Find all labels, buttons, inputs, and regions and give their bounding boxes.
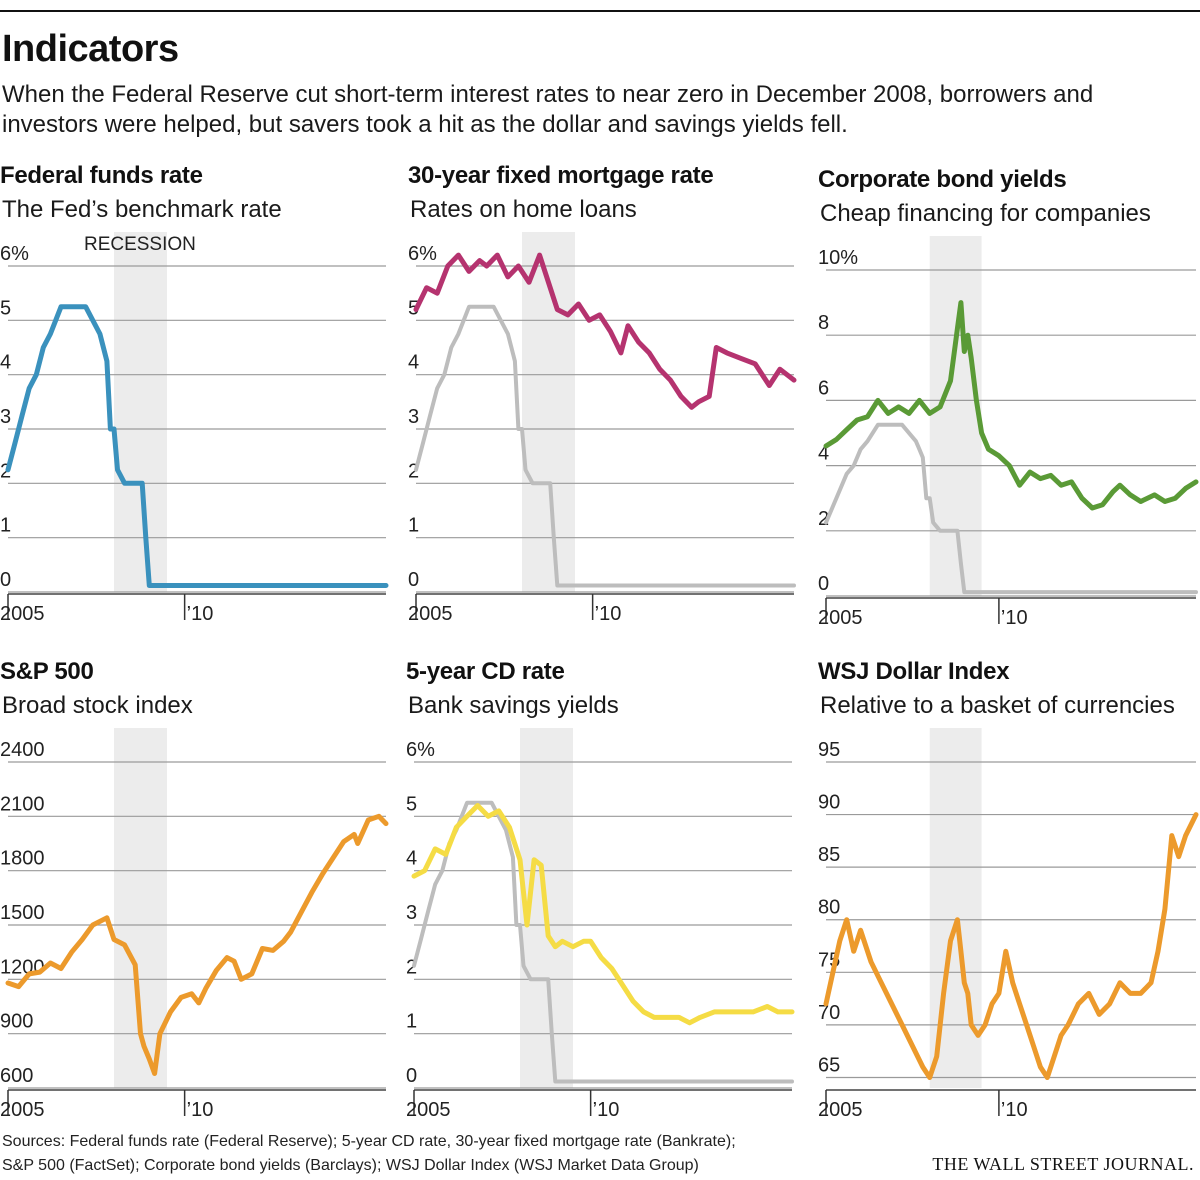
chart-subtitle: Bank savings yields [408, 692, 619, 719]
y-tick-label: 95 [818, 739, 840, 761]
chart-title: Federal funds rate [0, 162, 203, 189]
y-tick-label: 8 [818, 312, 829, 334]
chart-subtitle: Rates on home loans [410, 196, 637, 223]
x-tick-label: ’10 [187, 1099, 214, 1121]
sources-note: Sources: Federal funds rate (Federal Res… [2, 1130, 736, 1178]
wsj-logo: THE WALL STREET JOURNAL. [932, 1154, 1194, 1174]
y-tick-label: 6 [818, 377, 829, 399]
y-tick-label: 6% [406, 739, 435, 761]
headline: Indicators [2, 28, 179, 70]
chart-title: 30-year fixed mortgage rate [408, 162, 714, 189]
reference-line [824, 422, 1198, 595]
y-tick-label: 5 [408, 297, 419, 319]
chart-title: WSJ Dollar Index [818, 658, 1010, 685]
panel-mortgage: 30-year fixed mortgage rate Rates on hom… [408, 162, 798, 652]
x-tick-label: ’10 [1001, 607, 1028, 629]
y-tick-label: 1 [408, 515, 419, 537]
y-tick-label: 0 [406, 1065, 417, 1087]
reference-line [414, 304, 796, 588]
y-tick-label: 70 [818, 1002, 840, 1024]
y-tick-label: 10% [818, 247, 858, 269]
y-tick-label: 600 [0, 1065, 33, 1087]
y-tick-label: 2 [818, 508, 829, 530]
chart-title: S&P 500 [0, 658, 94, 685]
panel-federal-funds: Federal funds rate The Fed’s benchmark r… [0, 162, 390, 652]
y-tick-label: 2400 [0, 739, 45, 761]
y-tick-label: 3 [0, 406, 11, 428]
y-tick-label: 1200 [0, 956, 45, 978]
panel-cd-rate: 5-year CD rate Bank savings yields 6% 5 4 3… [406, 658, 796, 1148]
y-tick-label: 3 [406, 902, 417, 924]
series-line [823, 300, 1199, 511]
series-line [823, 812, 1199, 1080]
recession-band [521, 232, 575, 592]
x-tick-label: ’10 [595, 603, 622, 625]
y-tick-label: 5 [0, 297, 11, 319]
chart-subtitle: Broad stock index [2, 692, 193, 719]
y-tick-label: 4 [818, 443, 829, 465]
x-tick-label: 2005 [406, 1099, 451, 1121]
y-tick-label: 80 [818, 897, 840, 919]
panel-corporate-bonds: Corporate bond yields Cheap financing fo… [818, 166, 1200, 656]
chart-title: 5-year CD rate [406, 658, 565, 685]
panel-sp500: S&P 500 Broad stock index 2400 2100 1800 15… [0, 658, 390, 1148]
y-tick-label: 2100 [0, 793, 45, 815]
y-tick-label: 2 [406, 956, 417, 978]
y-tick-label: 1500 [0, 902, 45, 924]
y-tick-label: 1800 [0, 848, 45, 870]
x-tick-label: ’10 [593, 1099, 620, 1121]
y-tick-label: 6% [0, 243, 29, 265]
cd-rate-chart: 6% 5 4 3 2 1 0 2005 ’10 [406, 728, 795, 1121]
federal-funds-chart: RECESSION 6% 5 4 3 2 1 0 2005 ’10 [0, 232, 389, 625]
x-tick-label: 2005 [408, 603, 453, 625]
x-tick-label: ’10 [187, 603, 214, 625]
chart-subtitle: Cheap financing for companies [820, 200, 1151, 227]
series-line [5, 813, 389, 1076]
y-tick-label: 900 [0, 1011, 33, 1033]
dek: When the Federal Reserve cut short-term … [2, 81, 1094, 138]
recession-band [929, 236, 982, 596]
y-tick-label: 6% [408, 243, 437, 265]
recession-label: RECESSION [84, 234, 196, 255]
mortgage-chart: 6% 5 4 3 2 1 0 2005 ’10 [408, 232, 797, 625]
y-tick-label: 2 [0, 460, 11, 482]
series-line [411, 803, 795, 1026]
y-tick-label: 3 [408, 406, 419, 428]
y-tick-label: 4 [0, 352, 11, 374]
series-line [413, 252, 797, 410]
reference-line [412, 800, 794, 1084]
y-tick-label: 0 [0, 569, 11, 591]
corporate-bond-chart: 10% 8 6 4 2 0 2005 ’10 [818, 236, 1199, 629]
x-tick-label: 2005 [0, 603, 45, 625]
sp500-chart: 2400 2100 1800 1500 1200 900 600 2005 ’10 [0, 728, 389, 1121]
sources-line: S&P 500 (FactSet); Corporate bond yields… [2, 1157, 699, 1174]
y-tick-label: 65 [818, 1054, 840, 1076]
chart-title: Corporate bond yields [818, 166, 1067, 193]
y-tick-label: 85 [818, 844, 840, 866]
y-tick-label: 0 [818, 573, 829, 595]
x-tick-label: 2005 [0, 1099, 45, 1121]
x-tick-label: ’10 [1001, 1099, 1028, 1121]
y-tick-label: 4 [408, 352, 419, 374]
top-rule [0, 10, 1200, 12]
y-tick-label: 1 [406, 1011, 417, 1033]
chart-subtitle: Relative to a basket of currencies [820, 692, 1175, 719]
x-tick-label: 2005 [818, 607, 863, 629]
y-tick-label: 0 [408, 569, 419, 591]
recession-band [113, 232, 167, 592]
chart-subtitle: The Fed’s benchmark rate [2, 196, 282, 223]
y-tick-label: 90 [818, 792, 840, 814]
y-tick-label: 1 [0, 515, 11, 537]
series-line [5, 304, 389, 588]
y-tick-label: 4 [406, 848, 417, 870]
x-tick-label: 2005 [818, 1099, 863, 1121]
panel-dollar-index: WSJ Dollar Index Relative to a basket of… [818, 658, 1200, 1148]
y-tick-label: 5 [406, 793, 417, 815]
sources-line: Sources: Federal funds rate (Federal Res… [2, 1133, 736, 1150]
y-tick-label: 2 [408, 460, 419, 482]
